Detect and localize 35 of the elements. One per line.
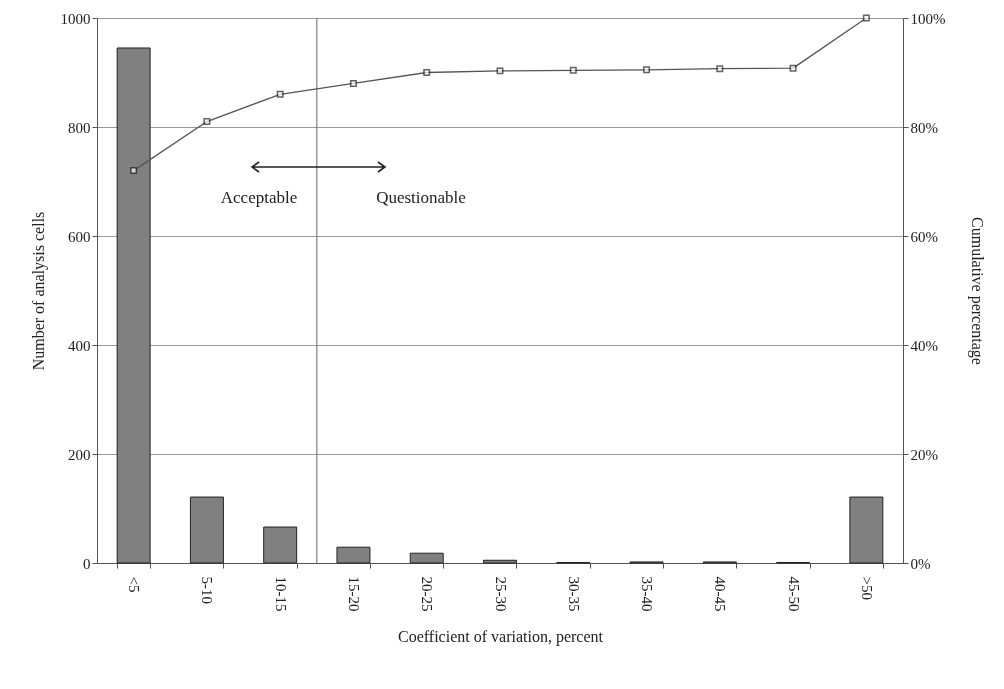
y2-tick-label: 100% xyxy=(910,10,946,27)
y-tick-label: 600 xyxy=(68,228,91,245)
y-tick-label: 200 xyxy=(68,446,91,463)
bar xyxy=(263,526,298,564)
x-tick-label: 20-25 xyxy=(419,576,436,612)
y-tick-label: 1000 xyxy=(60,10,91,27)
x-tick-label: 30-35 xyxy=(565,576,582,612)
bar xyxy=(409,552,444,564)
bar xyxy=(336,546,371,564)
y-tick-label: 800 xyxy=(68,119,91,136)
x-tick-label: 10-15 xyxy=(272,576,289,612)
y2-tick-label: 40% xyxy=(910,337,938,354)
x-tick-label: 40-45 xyxy=(712,576,729,612)
annotation: Questionable xyxy=(376,188,466,207)
annotation: Acceptable xyxy=(220,188,298,207)
bar xyxy=(483,559,517,564)
x-tick-label: 15-20 xyxy=(345,576,362,612)
x-tick-label: 5-10 xyxy=(199,576,216,604)
y-tick-label: 0 xyxy=(83,555,91,572)
bar xyxy=(116,47,151,564)
x-tick-label: <5 xyxy=(126,576,143,593)
y2-axis-title: Cumulative percentage xyxy=(968,217,987,365)
bar xyxy=(849,496,884,564)
y-axis-title: Number of analysis cells xyxy=(29,211,48,371)
y2-tick-label: 80% xyxy=(910,119,938,136)
x-tick-label: 35-40 xyxy=(639,576,656,612)
bar xyxy=(189,496,224,564)
x-tick-label: 25-30 xyxy=(492,576,509,612)
y2-tick-label: 60% xyxy=(910,228,938,245)
y2-tick-label: 20% xyxy=(910,446,938,463)
x-axis-title: Coefficient of variation, percent xyxy=(398,628,604,647)
x-tick-label: 45-50 xyxy=(785,576,802,612)
x-tick-label: >50 xyxy=(858,576,875,600)
y2-tick-label: 0% xyxy=(910,555,931,572)
y-tick-label: 400 xyxy=(68,337,91,354)
